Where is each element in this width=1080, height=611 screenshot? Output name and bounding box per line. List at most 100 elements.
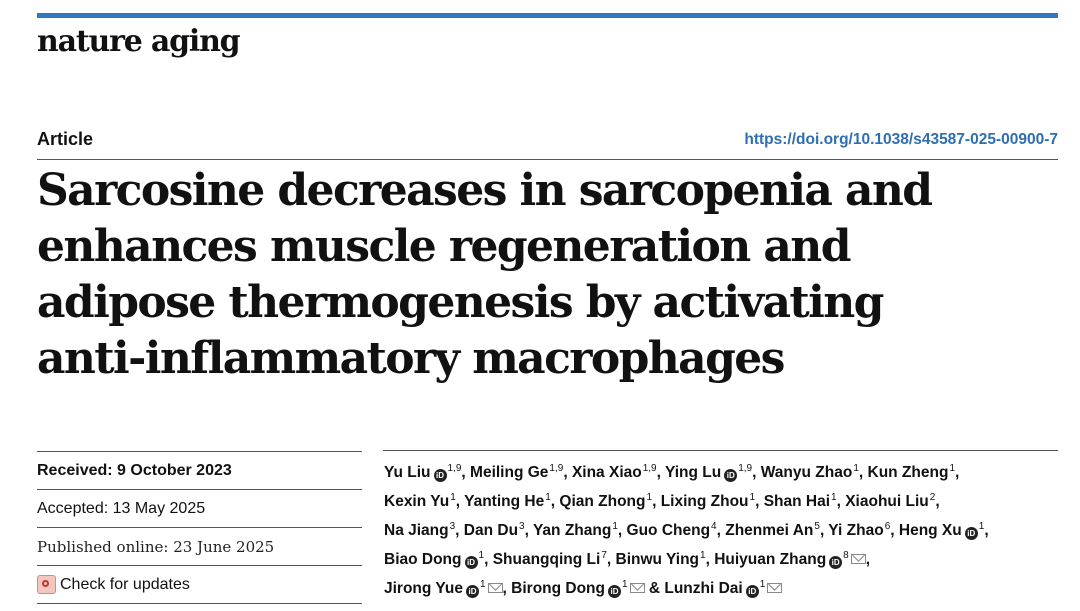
author-entry: Dan Du3, (463, 521, 529, 539)
author-entry: Lunzhi Dai iD1 (664, 579, 783, 598)
author-separator: , (656, 464, 661, 481)
author-entry: Yan Zhang1, (532, 521, 623, 539)
author-separator: , (836, 493, 841, 510)
accepted-label: Accepted: (37, 499, 109, 517)
author-name[interactable]: Qian Zhong (559, 493, 646, 510)
author-entry: Heng Xu iD1, (898, 521, 989, 540)
affiliation-marker: 1 (622, 579, 628, 590)
author-name[interactable]: Lixing Zhou (660, 493, 749, 510)
title-line: Sarcosine decreases in sarcopenia and (37, 165, 933, 216)
author-entry: Shan Hai1, (763, 492, 841, 510)
author-name[interactable]: Yan Zhang (532, 522, 612, 539)
author-separator: , (606, 551, 612, 568)
affiliation-marker: 1 (646, 492, 653, 503)
author-separator: , (461, 464, 466, 481)
author-name[interactable]: Yanting He (464, 493, 545, 510)
author-separator: , (484, 551, 489, 568)
received-date: Received: 9 October 2023 (37, 451, 362, 489)
affiliation-marker: 1 (450, 492, 456, 503)
author-line: Na Jiang3, Dan Du3, Yan Zhang1, Guo Chen… (384, 514, 1074, 543)
author-entry: Binwu Ying1, (615, 550, 710, 568)
author-separator: , (858, 464, 864, 481)
envelope-icon[interactable] (767, 583, 783, 593)
author-separator: , (984, 522, 989, 539)
author-name[interactable]: Dan Du (463, 522, 519, 539)
title-line: adipose thermogenesis by activating (37, 277, 884, 328)
affiliation-marker: 4 (711, 521, 717, 532)
affiliation-marker: 1 (853, 463, 859, 474)
author-name[interactable]: Huiyuan Zhang (714, 551, 827, 568)
author-name[interactable]: Shuangqing Li (492, 551, 601, 568)
affiliation-marker: 1 (479, 579, 486, 590)
check-for-updates-button[interactable]: Check for updates (37, 565, 362, 604)
envelope-icon[interactable] (850, 554, 866, 564)
author-separator: , (524, 522, 529, 539)
affiliation-marker: 1 (978, 521, 985, 532)
author-separator: , (819, 522, 825, 539)
author-name[interactable]: Heng Xu (898, 522, 962, 539)
author-line: Yu Liu iD1,9, Meiling Ge1,9, Xina Xiao1,9… (384, 456, 1074, 485)
author-name[interactable]: Kun Zheng (867, 464, 949, 481)
doi-link[interactable]: https://doi.org/10.1038/s43587-025-00900… (744, 131, 1058, 148)
author-line: Jirong Yue iD1, Birong Dong iD1 & Lunzhi D… (384, 572, 1074, 601)
author-name[interactable]: Guo Cheng (626, 522, 711, 539)
author-separator: , (752, 464, 757, 481)
author-entry: Wanyu Zhao1, (760, 463, 864, 481)
author-name[interactable]: Xiaohui Liu (845, 493, 929, 510)
author-name[interactable]: Xina Xiao (571, 464, 642, 481)
article-title: Sarcosine decreases in sarcopenia and en… (37, 163, 1067, 387)
affiliation-marker: 1 (700, 550, 706, 561)
author-separator: , (563, 464, 568, 481)
author-name[interactable]: Yi Zhao (828, 522, 884, 539)
orcid-icon[interactable]: iD (608, 585, 621, 598)
author-list: Yu Liu iD1,9, Meiling Ge1,9, Xina Xiao1,9… (384, 456, 1074, 601)
orcid-icon[interactable]: iD (964, 527, 978, 540)
author-separator: , (865, 551, 871, 568)
author-entry: Ying Lu iD1,9, (664, 463, 757, 482)
affiliation-marker: 1,9 (738, 463, 753, 474)
article-type-label: Article (37, 129, 94, 149)
affiliation-marker: 1 (749, 492, 756, 503)
author-name[interactable]: Birong Dong (511, 580, 605, 597)
author-line: Biao Dong iD1, Shuangqing Li7, Binwu Ying… (384, 543, 1074, 572)
author-name[interactable]: Yu Liu (384, 464, 431, 481)
author-separator: , (652, 493, 657, 510)
journal-accent-bar (37, 13, 1058, 18)
author-entry: Jirong Yue iD1, (384, 579, 507, 598)
orcid-icon[interactable]: iD (465, 585, 479, 598)
author-entry: Yanting He1, (464, 492, 555, 510)
author-separator: , (617, 522, 623, 539)
envelope-icon[interactable] (629, 583, 645, 593)
orcid-icon[interactable]: iD (829, 556, 843, 569)
author-entry: Kexin Yu1, (384, 492, 460, 510)
author-entry: Birong Dong iD1 & (511, 579, 660, 598)
author-name[interactable]: Kexin Yu (384, 493, 450, 510)
affiliation-marker: 1 (612, 521, 618, 532)
author-line: Kexin Yu1, Yanting He1, Qian Zhong1, Lix… (384, 485, 1074, 514)
author-name[interactable]: Wanyu Zhao (760, 464, 853, 481)
author-name[interactable]: Binwu Ying (615, 551, 700, 568)
author-name[interactable]: Ying Lu (664, 464, 722, 481)
orcid-icon[interactable]: iD (464, 556, 478, 569)
author-name[interactable]: Jirong Yue (384, 580, 463, 597)
orcid-icon[interactable]: iD (745, 585, 759, 598)
author-separator: , (890, 522, 895, 539)
author-name[interactable]: Lunzhi Dai (664, 580, 743, 597)
publication-dates: Received: 9 October 2023 Accepted: 13 Ma… (37, 451, 362, 604)
author-name[interactable]: Na Jiang (384, 522, 449, 539)
author-name[interactable]: Zhenmei An (725, 522, 814, 539)
title-line: enhances muscle regeneration and (37, 221, 851, 272)
envelope-icon[interactable] (487, 583, 503, 593)
orcid-icon[interactable]: iD (433, 469, 447, 482)
published-text: Published online: 23 June 2025 (37, 537, 275, 556)
orcid-icon[interactable]: iD (724, 469, 738, 482)
affiliation-marker: 3 (519, 521, 525, 532)
author-entry: Qian Zhong1, (559, 492, 657, 510)
author-name[interactable]: Biao Dong (384, 551, 462, 568)
author-entry: Biao Dong iD1, (384, 550, 489, 569)
author-entry: Na Jiang3, (384, 521, 459, 539)
affiliation-marker: 5 (814, 521, 820, 532)
author-name[interactable]: Meiling Ge (470, 464, 549, 481)
affiliation-marker: 8 (843, 550, 849, 561)
author-name[interactable]: Shan Hai (763, 493, 831, 510)
